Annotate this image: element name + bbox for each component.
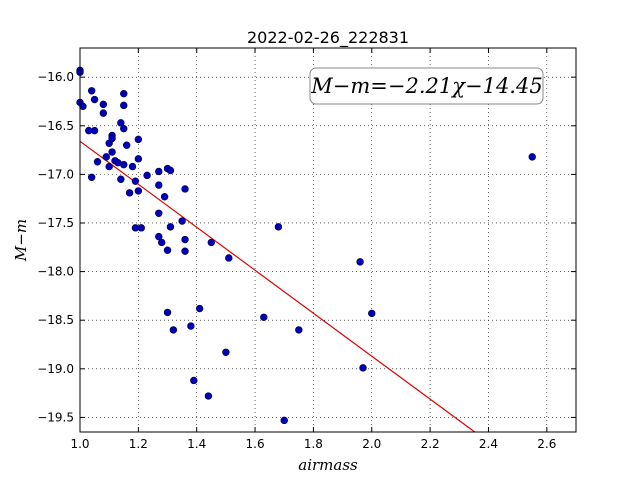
y-tick-label: −16.0: [37, 70, 74, 84]
data-point: [155, 167, 163, 176]
data-point: [187, 322, 195, 330]
data-point: [87, 87, 96, 95]
x-tick-label: 2.0: [362, 437, 381, 451]
data-point: [204, 392, 213, 400]
data-point: [178, 217, 186, 225]
data-point: [181, 235, 189, 244]
data-point: [128, 162, 137, 171]
data-point: [155, 181, 163, 189]
data-point: [122, 141, 131, 149]
data-point: [181, 185, 189, 193]
fit-equation-box: M−m=−2.21χ−14.45: [309, 67, 544, 105]
data-point: [120, 101, 128, 110]
data-point: [260, 313, 268, 321]
y-tick-label: −19.5: [37, 410, 74, 424]
data-point: [280, 416, 288, 425]
y-tick-label: −17.0: [37, 167, 74, 181]
data-point: [359, 364, 367, 372]
x-tick-label: 2.4: [479, 437, 498, 451]
x-tick-label: 1.4: [187, 437, 206, 451]
data-point: [163, 308, 172, 317]
data-point: [131, 177, 140, 185]
data-point: [155, 232, 163, 241]
data-point: [356, 258, 364, 266]
fit-equation-frame: [309, 67, 544, 105]
y-tick-label: −19.0: [37, 362, 74, 376]
plot-area: [80, 48, 576, 432]
data-point: [79, 102, 87, 111]
fit-layer: [79, 140, 476, 433]
data-point: [157, 238, 166, 247]
y-tick-label: −17.5: [37, 216, 74, 230]
points-layer: [76, 66, 536, 425]
data-point: [108, 148, 116, 156]
data-point: [166, 166, 175, 175]
data-point: [134, 135, 143, 144]
y-axis-label: M−m: [12, 219, 30, 262]
plot-frame: [79, 47, 577, 433]
data-point: [90, 126, 99, 135]
data-point: [117, 119, 125, 127]
data-point: [137, 224, 145, 232]
data-point: [93, 158, 102, 166]
data-point: [195, 304, 204, 313]
data-point: [105, 162, 113, 171]
data-point: [108, 134, 116, 143]
grid: [79, 48, 576, 432]
data-point: [181, 247, 189, 255]
data-point: [117, 175, 125, 183]
data-point: [125, 189, 134, 197]
y-tick-label: −16.5: [37, 119, 74, 133]
data-point: [368, 309, 376, 318]
y-tick-label: −18.5: [37, 313, 74, 327]
chart-title: 2022-02-26_222831: [247, 28, 409, 48]
x-tick-label: 2.6: [537, 437, 556, 451]
data-point: [143, 171, 151, 180]
data-point: [134, 187, 143, 195]
data-point: [155, 209, 163, 217]
data-point: [134, 155, 143, 163]
data-point: [90, 95, 99, 104]
data-point: [102, 153, 110, 161]
y-tick-label: −18.0: [37, 265, 74, 279]
data-point: [120, 160, 128, 169]
data-point: [528, 153, 536, 161]
fit-line: [79, 140, 476, 433]
data-point: [225, 254, 233, 262]
data-point: [166, 223, 175, 231]
x-tick-label: 1.0: [70, 437, 89, 451]
data-point: [163, 246, 172, 254]
x-tick-label: 1.2: [129, 437, 148, 451]
x-tick-label: 1.8: [304, 437, 323, 451]
x-tick-label: 1.6: [246, 437, 265, 451]
data-point: [295, 326, 303, 334]
data-point: [207, 238, 215, 247]
data-point: [190, 376, 198, 385]
data-point: [99, 100, 108, 109]
data-point: [169, 326, 178, 334]
data-point: [87, 173, 96, 181]
data-point: [222, 348, 230, 356]
data-point: [120, 89, 128, 98]
data-point: [120, 124, 128, 133]
fit-equation-text: M−m=−2.21χ−14.45: [310, 74, 542, 98]
ticks: 1.0 1.2 1.4 1.6 1.8 2.0 2.2 2.4 2.6 −16.0 −16.5 −17…: [37, 48, 576, 451]
data-point: [274, 223, 283, 231]
x-axis-label: airmass: [298, 456, 358, 474]
data-point: [99, 109, 108, 117]
x-tick-label: 2.2: [421, 437, 440, 451]
data-point: [160, 193, 169, 201]
